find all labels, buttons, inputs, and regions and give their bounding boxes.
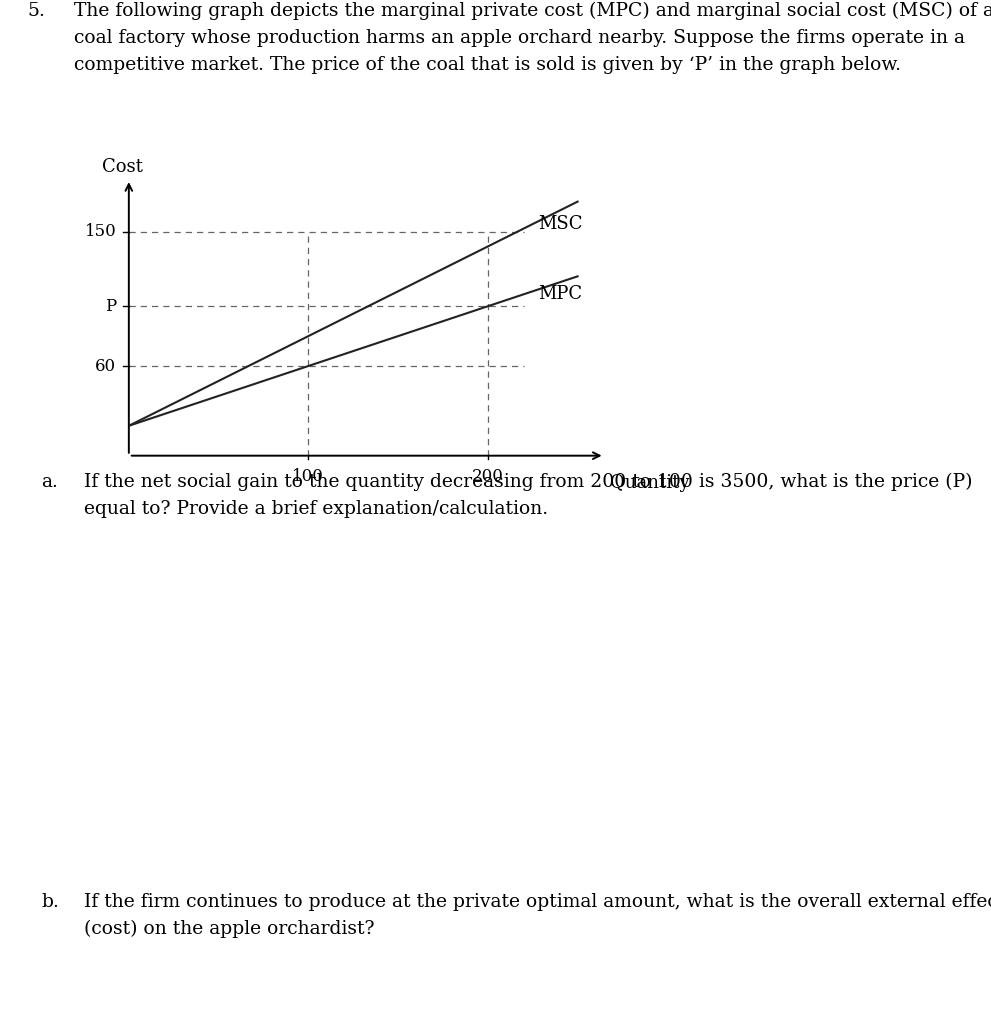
Text: Quantity: Quantity	[609, 474, 690, 492]
Text: b.: b.	[42, 893, 59, 911]
Text: P: P	[105, 298, 116, 314]
Text: MSC: MSC	[538, 215, 583, 233]
Text: 5.: 5.	[28, 2, 46, 19]
Text: The following graph depicts the marginal private cost (MPC) and marginal social : The following graph depicts the marginal…	[74, 2, 991, 74]
Text: 60: 60	[95, 357, 116, 375]
Text: MPC: MPC	[538, 286, 583, 303]
Text: If the net social gain to the quantity decreasing from 200 to 100 is 3500, what : If the net social gain to the quantity d…	[84, 473, 973, 518]
Text: Cost: Cost	[102, 159, 143, 176]
Text: 100: 100	[292, 468, 324, 484]
Text: 150: 150	[84, 223, 116, 240]
Text: If the firm continues to produce at the private optimal amount, what is the over: If the firm continues to produce at the …	[84, 893, 991, 938]
Text: a.: a.	[42, 473, 58, 492]
Text: 200: 200	[472, 468, 503, 484]
